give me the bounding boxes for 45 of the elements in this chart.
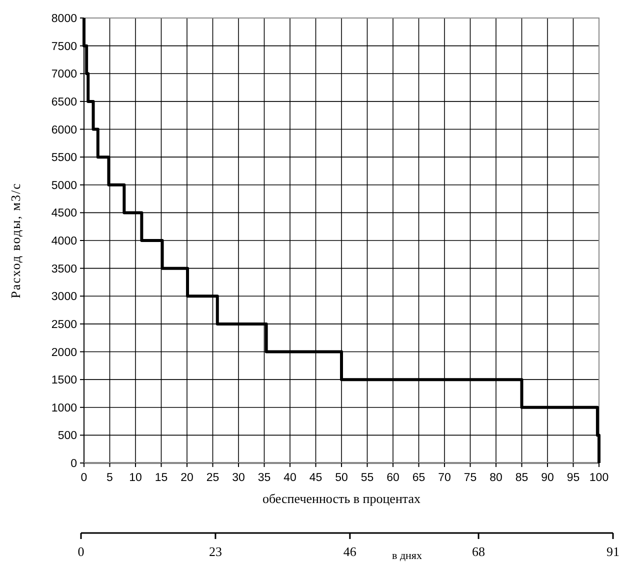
y-tick-label: 0 xyxy=(70,458,77,470)
x-tick-label: 70 xyxy=(438,472,451,484)
x-tick-label: 75 xyxy=(464,472,477,484)
x-tick-label: 15 xyxy=(154,472,168,484)
x-tick-label: 20 xyxy=(180,472,194,484)
y-tick-label: 500 xyxy=(58,430,77,442)
x-tick-label: 100 xyxy=(589,472,609,484)
y-tick-label: 7000 xyxy=(51,68,77,81)
x-tick-label: 90 xyxy=(541,472,554,484)
x2-tick-label: 91 xyxy=(606,544,620,559)
x-tick-label: 30 xyxy=(232,472,245,484)
x-tick-label: 65 xyxy=(412,472,426,484)
x2-tick-label: 23 xyxy=(208,544,222,559)
y-tick-label: 5000 xyxy=(51,180,77,192)
x-tick-label: 25 xyxy=(206,472,220,484)
x-tick-label: 35 xyxy=(258,472,271,484)
x-tick-label: 85 xyxy=(515,472,528,484)
x-tick-label: 50 xyxy=(335,472,348,484)
x-tick-label: 5 xyxy=(106,472,113,484)
y-tick-label: 2500 xyxy=(51,318,77,331)
y-tick-label: 8000 xyxy=(51,13,77,26)
x-tick-label: 40 xyxy=(284,472,296,484)
y-axis-title: Расход воды, м3/с xyxy=(8,182,23,298)
y-tick-label: 1000 xyxy=(51,402,77,414)
x-tick-label: 10 xyxy=(129,472,142,484)
y-tick-label: 4500 xyxy=(51,208,77,220)
x2-axis-title: в днях xyxy=(392,550,422,562)
x2-tick-label: 46 xyxy=(343,544,357,559)
x-tick-label: 45 xyxy=(309,472,322,484)
y-tick-label: 2000 xyxy=(51,346,77,359)
x-tick-label: 80 xyxy=(490,472,502,484)
y-tick-label: 7500 xyxy=(51,40,77,53)
y-tick-label: 6500 xyxy=(51,96,77,108)
y-tick-label: 1500 xyxy=(51,374,77,387)
x-tick-label: 0 xyxy=(80,472,88,484)
x-tick-label: 60 xyxy=(386,472,400,484)
y-tick-label: 5500 xyxy=(51,152,77,164)
x-tick-label: 95 xyxy=(566,472,580,484)
y-tick-label: 3000 xyxy=(51,291,77,304)
x2-tick-label: 68 xyxy=(472,544,486,559)
y-tick-label: 4000 xyxy=(51,236,77,248)
x-tick-label: 55 xyxy=(360,472,374,484)
x-axis-title: обеспеченность в процентах xyxy=(262,491,422,506)
y-tick-label: 6000 xyxy=(51,124,77,136)
y-tick-label: 3500 xyxy=(51,263,77,276)
